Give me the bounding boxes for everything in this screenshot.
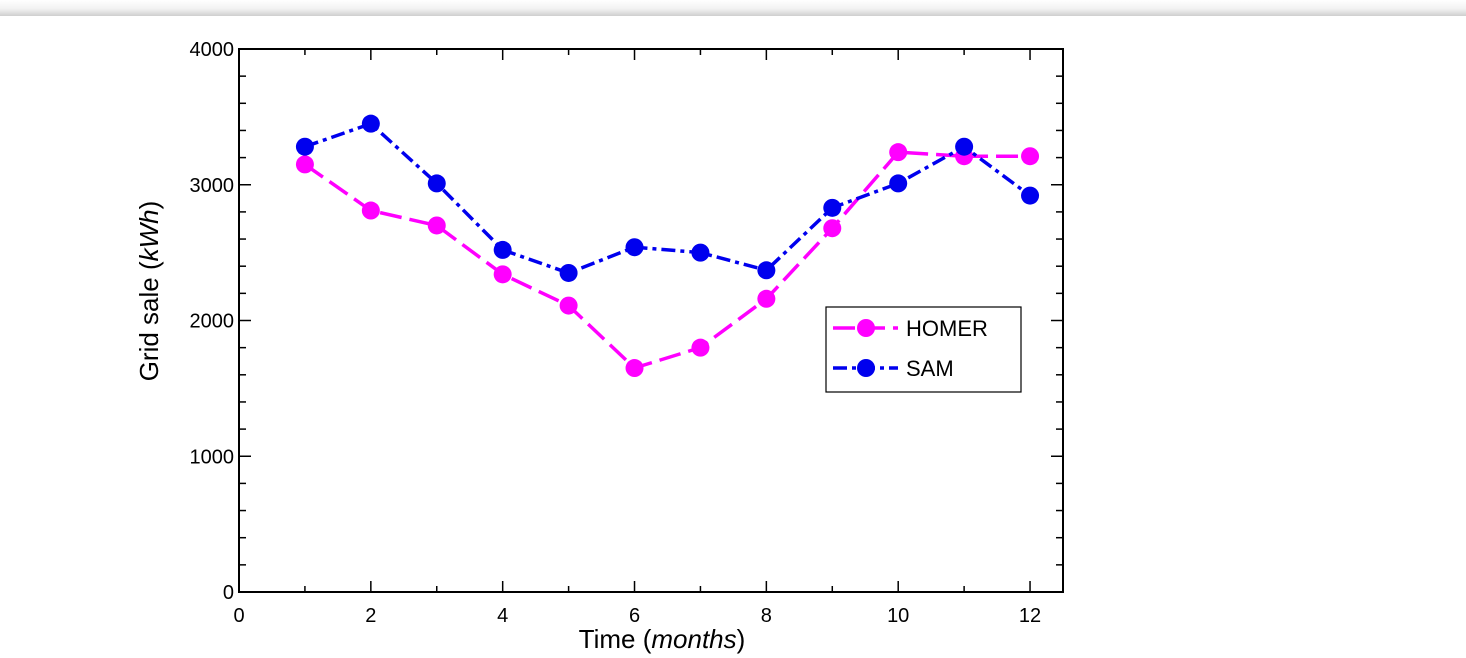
data-point-sam — [559, 263, 578, 282]
data-point-sam — [295, 137, 314, 156]
plot-frame — [238, 48, 1064, 593]
window-top-shadow — [0, 0, 1466, 16]
data-point-sam — [823, 198, 842, 217]
data-point-homer — [757, 289, 776, 308]
data-point-homer — [559, 296, 578, 315]
data-point-sam — [691, 243, 710, 262]
legend-items: HOMER SAM — [833, 316, 988, 381]
data-point-homer — [361, 201, 380, 220]
axis-ticks — [238, 48, 1063, 593]
data-point-homer — [625, 359, 644, 378]
tick-labels: 0 2 4 6 8 10 12 0 1000 2000 3000 4000 — [190, 39, 1042, 627]
series-line-homer — [303, 150, 1030, 370]
data-point-homer — [427, 216, 446, 235]
y-tick-label: 4000 — [190, 39, 235, 61]
x-tick-label: 6 — [629, 605, 640, 627]
legend-marker-homer — [857, 319, 875, 337]
data-point-sam — [889, 174, 908, 193]
x-axis-label: Time (months) — [579, 624, 746, 654]
legend-label-homer: HOMER — [906, 316, 988, 341]
data-point-homer — [493, 265, 512, 284]
data-point-homer — [889, 143, 908, 162]
x-tick-label: 10 — [887, 605, 909, 627]
data-point-sam — [493, 240, 512, 259]
data-point-homer — [295, 155, 314, 174]
x-tick-label: 0 — [233, 605, 244, 627]
series-layer — [295, 114, 1040, 378]
y-axis-label: Grid sale (kWh) — [134, 201, 164, 382]
data-point-sam — [625, 238, 644, 257]
x-tick-label: 2 — [365, 605, 376, 627]
data-point-sam — [955, 137, 974, 156]
data-point-sam — [427, 174, 446, 193]
data-point-homer — [1021, 147, 1040, 166]
data-point-homer — [691, 338, 710, 357]
x-tick-label: 4 — [497, 605, 508, 627]
x-tick-label: 8 — [761, 605, 772, 627]
legend-marker-sam — [857, 359, 875, 377]
data-point-sam — [1021, 186, 1040, 205]
y-tick-label: 3000 — [190, 175, 235, 197]
x-tick-label: 12 — [1019, 605, 1041, 627]
data-point-sam — [361, 114, 380, 133]
series-line-sam — [304, 121, 1032, 275]
legend-box — [825, 306, 1022, 393]
data-point-homer — [823, 219, 842, 238]
legend: HOMER SAM — [825, 306, 1022, 393]
y-tick-label: 1000 — [190, 446, 235, 468]
data-point-sam — [757, 261, 776, 280]
legend-label-sam: SAM — [906, 356, 954, 381]
y-tick-label: 2000 — [190, 311, 235, 333]
y-tick-label: 0 — [223, 582, 234, 604]
